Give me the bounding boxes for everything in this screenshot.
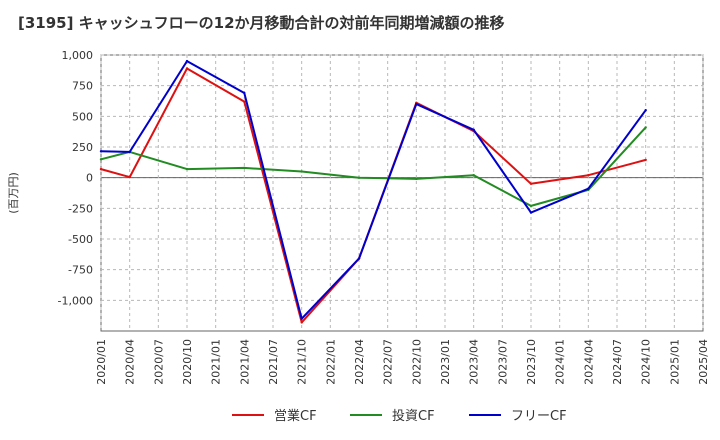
data-point-series-2 xyxy=(415,177,418,181)
data-point-series-1 xyxy=(644,158,647,162)
grid-layer xyxy=(100,54,704,332)
x-tick-label: 2021/07 xyxy=(267,339,280,385)
x-tick-label: 2024/04 xyxy=(582,339,595,385)
x-tick-label: 2024/10 xyxy=(640,339,653,385)
x-tick-label: 2024/07 xyxy=(611,339,624,385)
data-point-series-2 xyxy=(185,167,189,171)
x-tick-label: 2023/07 xyxy=(496,339,509,385)
series-layer xyxy=(99,59,647,324)
plot-frame xyxy=(100,54,704,332)
x-tick-label: 2025/04 xyxy=(697,339,710,385)
data-point-series-2 xyxy=(243,166,246,170)
y-tick-label: -750 xyxy=(68,264,93,277)
y-tick-label: 1,000 xyxy=(62,49,94,62)
legend-layer: 営業CF 投資CF フリーCF xyxy=(232,408,567,424)
legend-label: フリーCF xyxy=(511,409,567,424)
data-point-series-2 xyxy=(644,126,647,129)
x-tick-label: 2020/04 xyxy=(124,339,137,385)
data-point-series-2 xyxy=(357,176,361,179)
data-point-series-3 xyxy=(644,109,647,112)
x-tick-label: 2020/07 xyxy=(152,339,165,385)
data-point-series-1 xyxy=(243,100,246,103)
data-point-series-3 xyxy=(587,187,590,190)
x-tick-label: 2022/10 xyxy=(410,339,423,385)
y-tick-label: -250 xyxy=(68,202,93,215)
x-tick-label: 2020/10 xyxy=(181,339,194,385)
axis-layer: 1,000 750 500 250 0 -250 -500 -750 -1,000 2020/01… xyxy=(7,49,710,385)
data-point-series-3 xyxy=(415,102,418,106)
data-point-series-1 xyxy=(587,174,590,177)
x-tick-label: 2020/01 xyxy=(95,339,108,385)
x-tick-label: 2022/07 xyxy=(382,339,395,385)
data-point-series-1 xyxy=(128,175,131,179)
x-tick-label: 2025/01 xyxy=(668,339,681,385)
legend-label: 投資CF xyxy=(392,408,435,424)
series-line-2 xyxy=(100,126,647,207)
y-tick-label: 250 xyxy=(72,141,93,154)
data-point-series-1 xyxy=(300,321,303,324)
series-line-1 xyxy=(100,67,646,324)
x-tick-label: 2023/04 xyxy=(468,339,481,385)
data-point-series-3 xyxy=(243,91,246,95)
x-tick-label: 2023/10 xyxy=(525,339,538,385)
data-point-series-3 xyxy=(472,128,475,131)
data-point-series-2 xyxy=(300,170,303,173)
legend-label: 営業CF xyxy=(274,408,317,424)
data-point-series-3 xyxy=(300,317,303,320)
data-point-series-3 xyxy=(128,150,131,154)
x-tick-label: 2021/10 xyxy=(296,339,309,385)
x-tick-label: 2021/04 xyxy=(238,339,251,385)
x-tick-label: 2022/04 xyxy=(353,339,366,385)
y-tick-label: -500 xyxy=(68,233,93,246)
data-point-series-3 xyxy=(99,150,103,153)
data-point-series-2 xyxy=(529,204,533,208)
x-tick-label: 2024/01 xyxy=(554,339,567,385)
data-point-series-1 xyxy=(185,67,189,70)
y-tick-label: 750 xyxy=(72,80,93,93)
x-tick-label: 2021/01 xyxy=(210,339,223,385)
series-line-3 xyxy=(100,60,647,320)
data-point-series-3 xyxy=(185,59,189,63)
data-point-series-2 xyxy=(99,158,103,161)
data-point-series-1 xyxy=(99,167,103,171)
x-tick-label: 2023/01 xyxy=(439,339,452,385)
y-tick-label: 500 xyxy=(72,110,93,123)
data-point-series-3 xyxy=(529,211,533,214)
data-point-series-3 xyxy=(357,257,361,260)
chart-title: [3195] キャッシュフローの12か月移動合計の対前年同期増減額の推移 xyxy=(18,14,505,32)
data-point-series-1 xyxy=(529,182,533,185)
y-tick-label: -1,000 xyxy=(58,294,93,307)
y-tick-label: 0 xyxy=(86,172,93,185)
data-point-series-2 xyxy=(472,174,475,177)
x-tick-label: 2022/01 xyxy=(324,339,337,385)
y-axis-label: (百万円) xyxy=(7,172,20,214)
